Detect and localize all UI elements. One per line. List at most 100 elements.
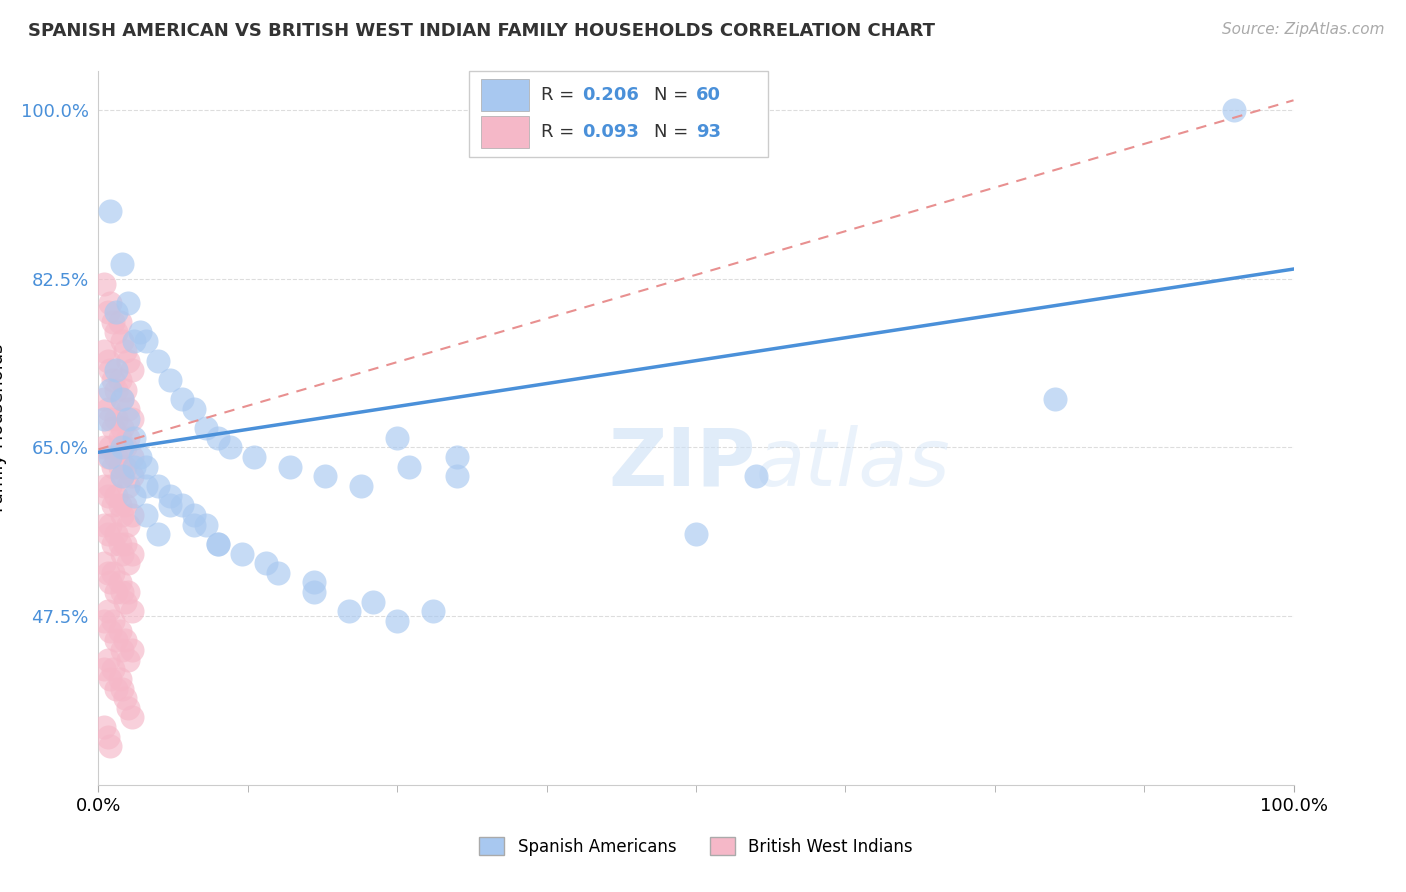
Point [108, 431, 131, 445]
Point [121, 604, 143, 618]
Point [101, 537, 124, 551]
Point [101, 421, 124, 435]
Text: SPANISH AMERICAN VS BRITISH WEST INDIAN FAMILY HOUSEHOLDS CORRELATION CHART: SPANISH AMERICAN VS BRITISH WEST INDIAN … [28, 22, 935, 40]
Point [108, 575, 131, 590]
Point [219, 441, 242, 455]
Point [108, 498, 131, 512]
Point [111, 334, 134, 349]
Text: 60: 60 [696, 86, 721, 103]
Point [93, 479, 115, 493]
Text: ZIP: ZIP [609, 425, 756, 503]
Point [117, 411, 139, 425]
Point [422, 604, 444, 618]
Point [385, 614, 409, 628]
Point [117, 701, 139, 715]
Point [117, 479, 139, 493]
Point [111, 585, 134, 599]
Point [101, 614, 124, 628]
Point [111, 547, 134, 561]
Point [93, 277, 115, 291]
Point [98, 575, 122, 590]
Point [148, 353, 170, 368]
Point [111, 257, 134, 271]
Point [129, 325, 152, 339]
Point [97, 401, 120, 416]
Point [117, 431, 139, 445]
Point [108, 672, 131, 686]
Point [93, 720, 115, 734]
Point [195, 517, 218, 532]
Point [105, 325, 128, 339]
Point [302, 585, 325, 599]
Point [111, 681, 134, 696]
Point [114, 595, 136, 609]
Point [97, 604, 120, 618]
Point [111, 441, 134, 455]
Point [1223, 103, 1246, 117]
Point [159, 489, 181, 503]
Point [745, 469, 768, 483]
Point [105, 411, 128, 425]
Point [101, 498, 124, 512]
Point [117, 585, 139, 599]
Point [114, 633, 136, 648]
Point [172, 392, 194, 407]
Point [98, 739, 122, 754]
Point [183, 508, 205, 522]
Point [93, 392, 115, 407]
Point [101, 459, 124, 474]
Point [117, 401, 139, 416]
Point [231, 547, 253, 561]
Text: R =: R = [541, 123, 579, 141]
Point [105, 305, 128, 319]
Point [302, 575, 325, 590]
Point [97, 730, 120, 744]
Point [114, 441, 136, 455]
Text: 93: 93 [696, 123, 721, 141]
Text: N =: N = [654, 86, 695, 103]
Point [135, 459, 157, 474]
Point [105, 681, 128, 696]
Point [97, 450, 120, 464]
Point [446, 450, 468, 464]
Point [101, 566, 124, 580]
Point [363, 595, 385, 609]
Point [111, 421, 134, 435]
Point [114, 459, 136, 474]
Point [121, 450, 143, 464]
Point [98, 672, 122, 686]
Point [172, 498, 194, 512]
Point [105, 450, 128, 464]
Point [159, 498, 181, 512]
Point [93, 517, 115, 532]
Point [685, 527, 707, 541]
Point [117, 652, 139, 666]
Point [111, 392, 134, 407]
Point [97, 527, 120, 541]
Point [93, 556, 115, 570]
Text: 0.206: 0.206 [582, 86, 640, 103]
Point [135, 508, 157, 522]
Point [108, 315, 131, 329]
Point [121, 411, 143, 425]
Point [108, 537, 131, 551]
Point [108, 459, 131, 474]
Point [98, 450, 122, 464]
Point [105, 363, 128, 377]
Point [124, 431, 146, 445]
Point [93, 411, 115, 425]
Point [97, 652, 120, 666]
Text: R =: R = [541, 86, 579, 103]
Point [93, 441, 115, 455]
Point [93, 614, 115, 628]
Point [98, 479, 122, 493]
Point [105, 489, 128, 503]
Point [98, 363, 122, 377]
Point [195, 421, 218, 435]
Text: Source: ZipAtlas.com: Source: ZipAtlas.com [1222, 22, 1385, 37]
Point [93, 344, 115, 359]
Point [117, 295, 139, 310]
Point [446, 469, 468, 483]
Point [148, 479, 170, 493]
Point [111, 469, 134, 483]
